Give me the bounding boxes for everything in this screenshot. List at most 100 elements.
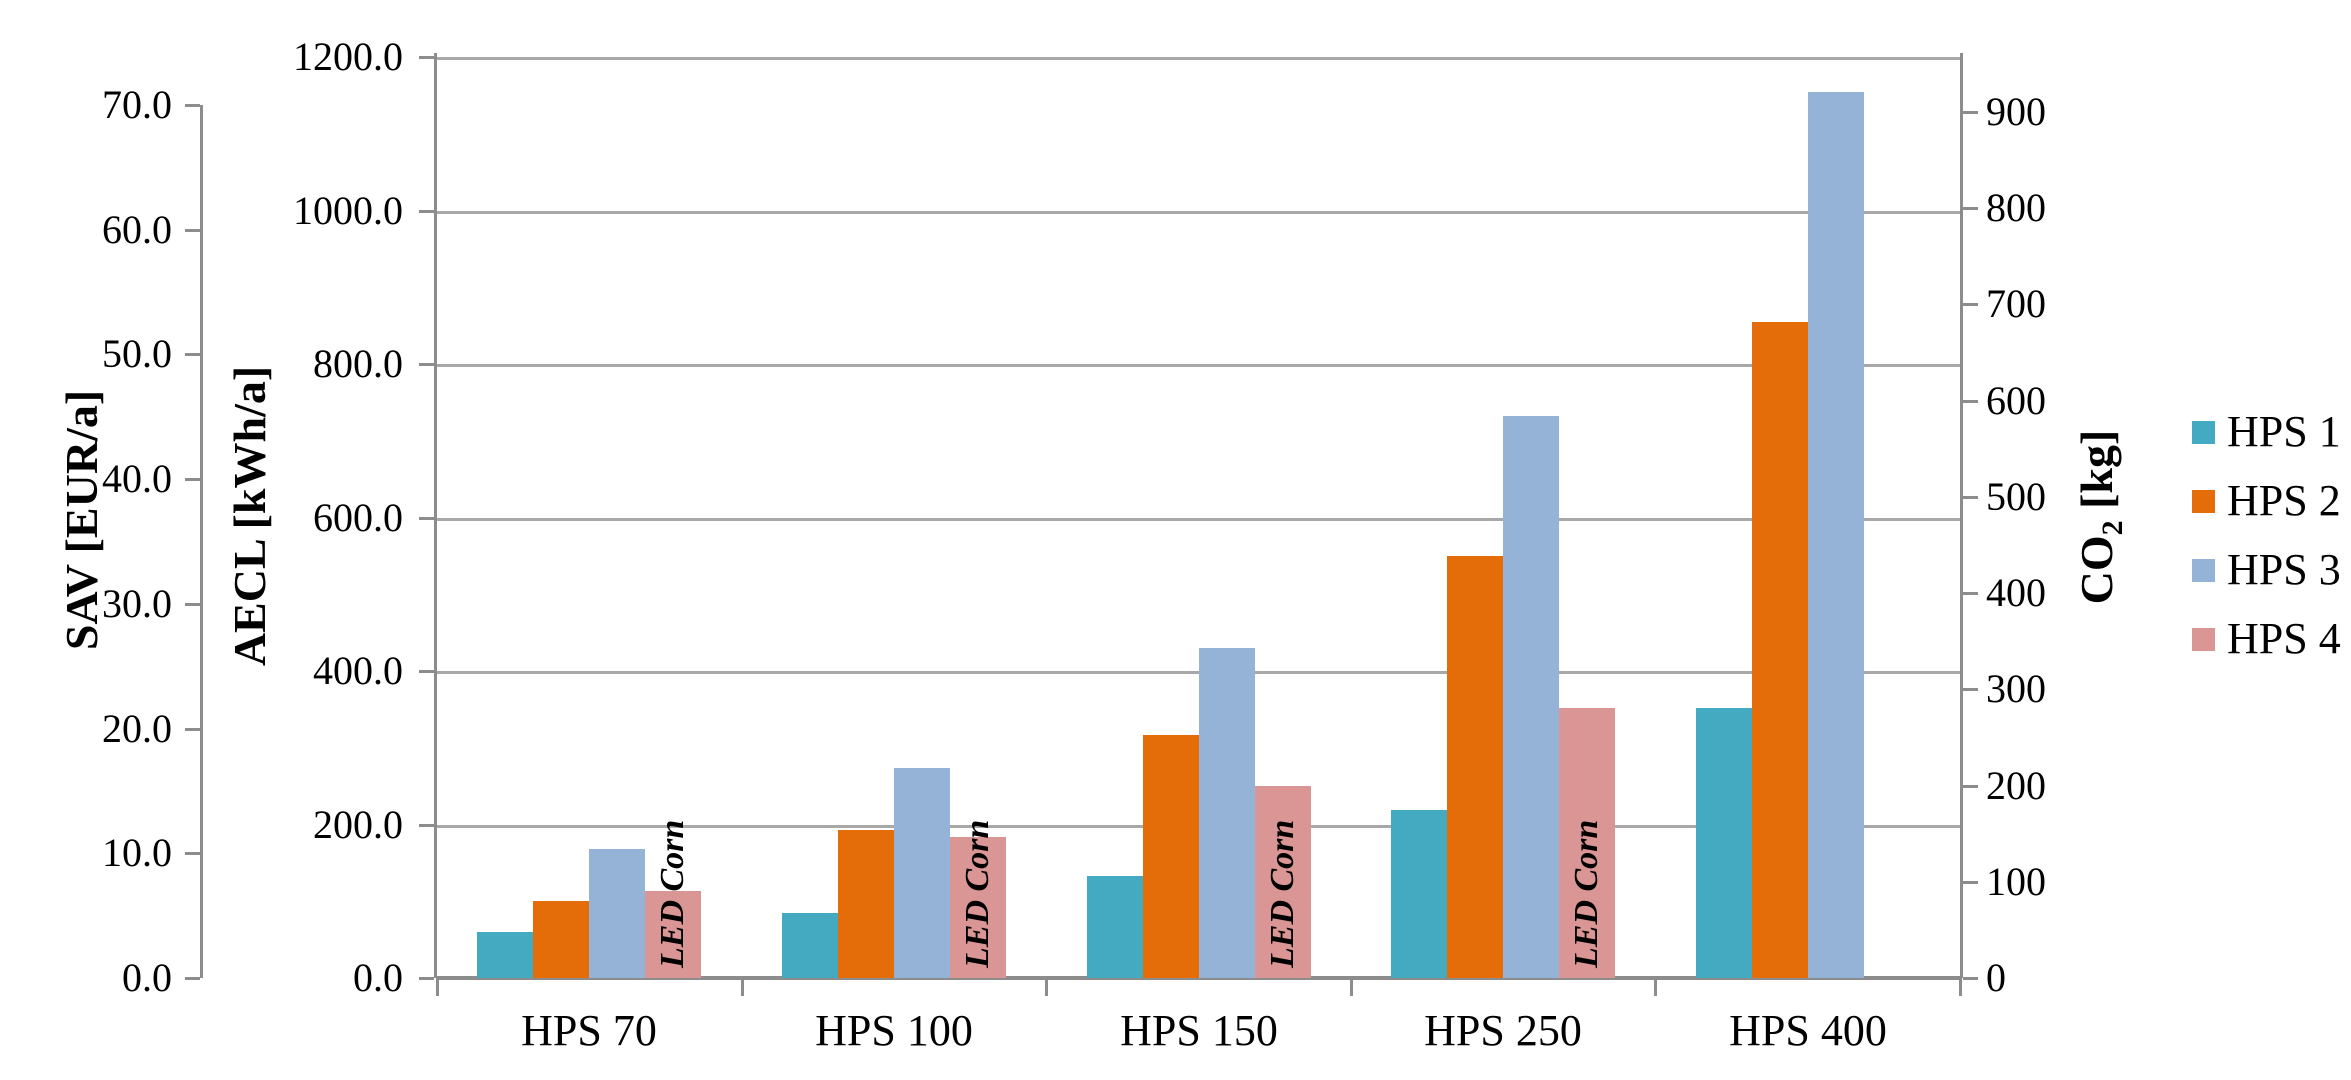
legend-label-hps-1: HPS 1 — [2227, 407, 2341, 456]
aecl-tick — [419, 56, 434, 59]
sav-tick-label: 40.0 — [102, 456, 172, 501]
co2-tick-label: 400 — [1986, 570, 2046, 615]
aecl-tick-label: 200.0 — [313, 802, 403, 847]
aecl-tick-label: 1000.0 — [293, 188, 403, 233]
legend-item-hps-4: HPS 4 — [2192, 614, 2341, 663]
legend-label-hps-2: HPS 2 — [2227, 476, 2341, 525]
sav-tick — [185, 728, 200, 731]
sav-tick — [185, 603, 200, 606]
left-outer-axis-line — [200, 105, 203, 978]
bar-hps-4-hps-250 — [1559, 708, 1615, 978]
bar-hps-1-hps-150 — [1087, 876, 1143, 978]
aecl-tick — [419, 670, 434, 673]
gridline-aecl-600 — [437, 518, 1960, 521]
led-corn-label: LED Corn — [1264, 819, 1301, 968]
bar-hps-3-hps-70 — [589, 849, 645, 978]
co2-tick — [1963, 496, 1978, 499]
aecl-tick — [419, 977, 434, 980]
co2-tick-label: 100 — [1986, 859, 2046, 904]
bar-hps-2-hps-70 — [533, 901, 589, 978]
gridline-aecl-800 — [437, 364, 1960, 367]
legend-item-hps-1: HPS 1 — [2192, 407, 2341, 456]
category-separator-tick — [1350, 978, 1353, 996]
bar-hps-1-hps-70 — [477, 932, 533, 978]
left-inner-axis-line — [434, 53, 437, 978]
x-axis-line — [437, 976, 1960, 980]
aecl-tick-label: 400.0 — [313, 648, 403, 693]
gridline-aecl-1200 — [437, 57, 1960, 60]
category-label-hps-150: HPS 150 — [1120, 1006, 1278, 1055]
sav-tick-label: 0.0 — [122, 955, 172, 1000]
co2-tick — [1963, 592, 1978, 595]
sav-tick — [185, 104, 200, 107]
legend-swatch-hps-3 — [2192, 558, 2215, 582]
co2-tick — [1963, 977, 1978, 980]
legend-label-hps-3: HPS 3 — [2227, 545, 2341, 594]
bar-hps-3-hps-150 — [1199, 648, 1255, 978]
aecl-tick-label: 600.0 — [313, 495, 403, 540]
sav-tick — [185, 977, 200, 980]
sav-tick-label: 30.0 — [102, 581, 172, 626]
co2-tick — [1963, 303, 1978, 306]
gridline-aecl-400 — [437, 671, 1960, 674]
bar-hps-2-hps-400 — [1752, 322, 1808, 978]
bar-hps-1-hps-100 — [782, 913, 838, 978]
aecl-tick — [419, 363, 434, 366]
right-axis-line — [1960, 53, 1963, 978]
right-axis-title-subscript: 2 — [2096, 520, 2130, 536]
co2-tick — [1963, 688, 1978, 691]
led-corn-label: LED Corn — [1568, 819, 1605, 968]
bar-hps-2-hps-150 — [1143, 735, 1199, 978]
co2-tick-label: 700 — [1986, 281, 2046, 326]
co2-tick — [1963, 785, 1978, 788]
aecl-tick — [419, 824, 434, 827]
bar-hps-1-hps-400 — [1696, 708, 1752, 978]
legend-label-hps-4: HPS 4 — [2227, 614, 2341, 663]
co2-tick — [1963, 207, 1978, 210]
legend-swatch-hps-1 — [2192, 420, 2215, 444]
bar-hps-1-hps-250 — [1391, 810, 1447, 978]
co2-tick-label: 200 — [1986, 763, 2046, 808]
category-label-hps-250: HPS 250 — [1424, 1006, 1582, 1055]
legend-swatch-hps-2 — [2192, 489, 2215, 513]
sav-tick-label: 70.0 — [102, 82, 172, 127]
bar-hps-2-hps-250 — [1447, 556, 1503, 978]
bar-hps-4-hps-100 — [950, 837, 1006, 978]
co2-tick — [1963, 111, 1978, 114]
co2-tick-label: 0 — [1986, 955, 2006, 1000]
bar-hps-4-hps-150 — [1255, 786, 1311, 978]
sav-tick — [185, 478, 200, 481]
co2-tick-label: 900 — [1986, 89, 2046, 134]
aecl-tick-label: 800.0 — [313, 341, 403, 386]
gridline-aecl-1000 — [437, 211, 1960, 214]
co2-tick — [1963, 400, 1978, 403]
co2-tick-label: 800 — [1986, 185, 2046, 230]
led-corn-label: LED Corn — [654, 819, 691, 968]
category-separator-tick — [436, 978, 439, 996]
bar-hps-3-hps-400 — [1808, 92, 1864, 978]
aecl-tick-label: 1200.0 — [293, 34, 403, 79]
co2-tick-label: 600 — [1986, 378, 2046, 423]
legend-swatch-hps-4 — [2192, 627, 2215, 651]
sav-tick-label: 20.0 — [102, 706, 172, 751]
sav-tick — [185, 852, 200, 855]
bar-hps-3-hps-250 — [1503, 416, 1559, 978]
category-label-hps-400: HPS 400 — [1729, 1006, 1887, 1055]
category-separator-tick — [741, 978, 744, 996]
sav-tick-label: 60.0 — [102, 207, 172, 252]
category-separator-tick — [1654, 978, 1657, 996]
co2-tick-label: 500 — [1986, 474, 2046, 519]
category-separator-tick — [1959, 978, 1962, 996]
category-label-hps-70: HPS 70 — [521, 1006, 657, 1055]
co2-tick — [1963, 881, 1978, 884]
led-corn-label: LED Corn — [959, 819, 996, 968]
aecl-tick — [419, 517, 434, 520]
bar-hps-3-hps-100 — [894, 768, 950, 978]
sav-tick-label: 10.0 — [102, 830, 172, 875]
co2-tick-label: 300 — [1986, 666, 2046, 711]
sav-tick — [185, 353, 200, 356]
sav-tick — [185, 229, 200, 232]
legend-item-hps-3: HPS 3 — [2192, 545, 2341, 594]
aecl-tick-label: 0.0 — [353, 955, 403, 1000]
